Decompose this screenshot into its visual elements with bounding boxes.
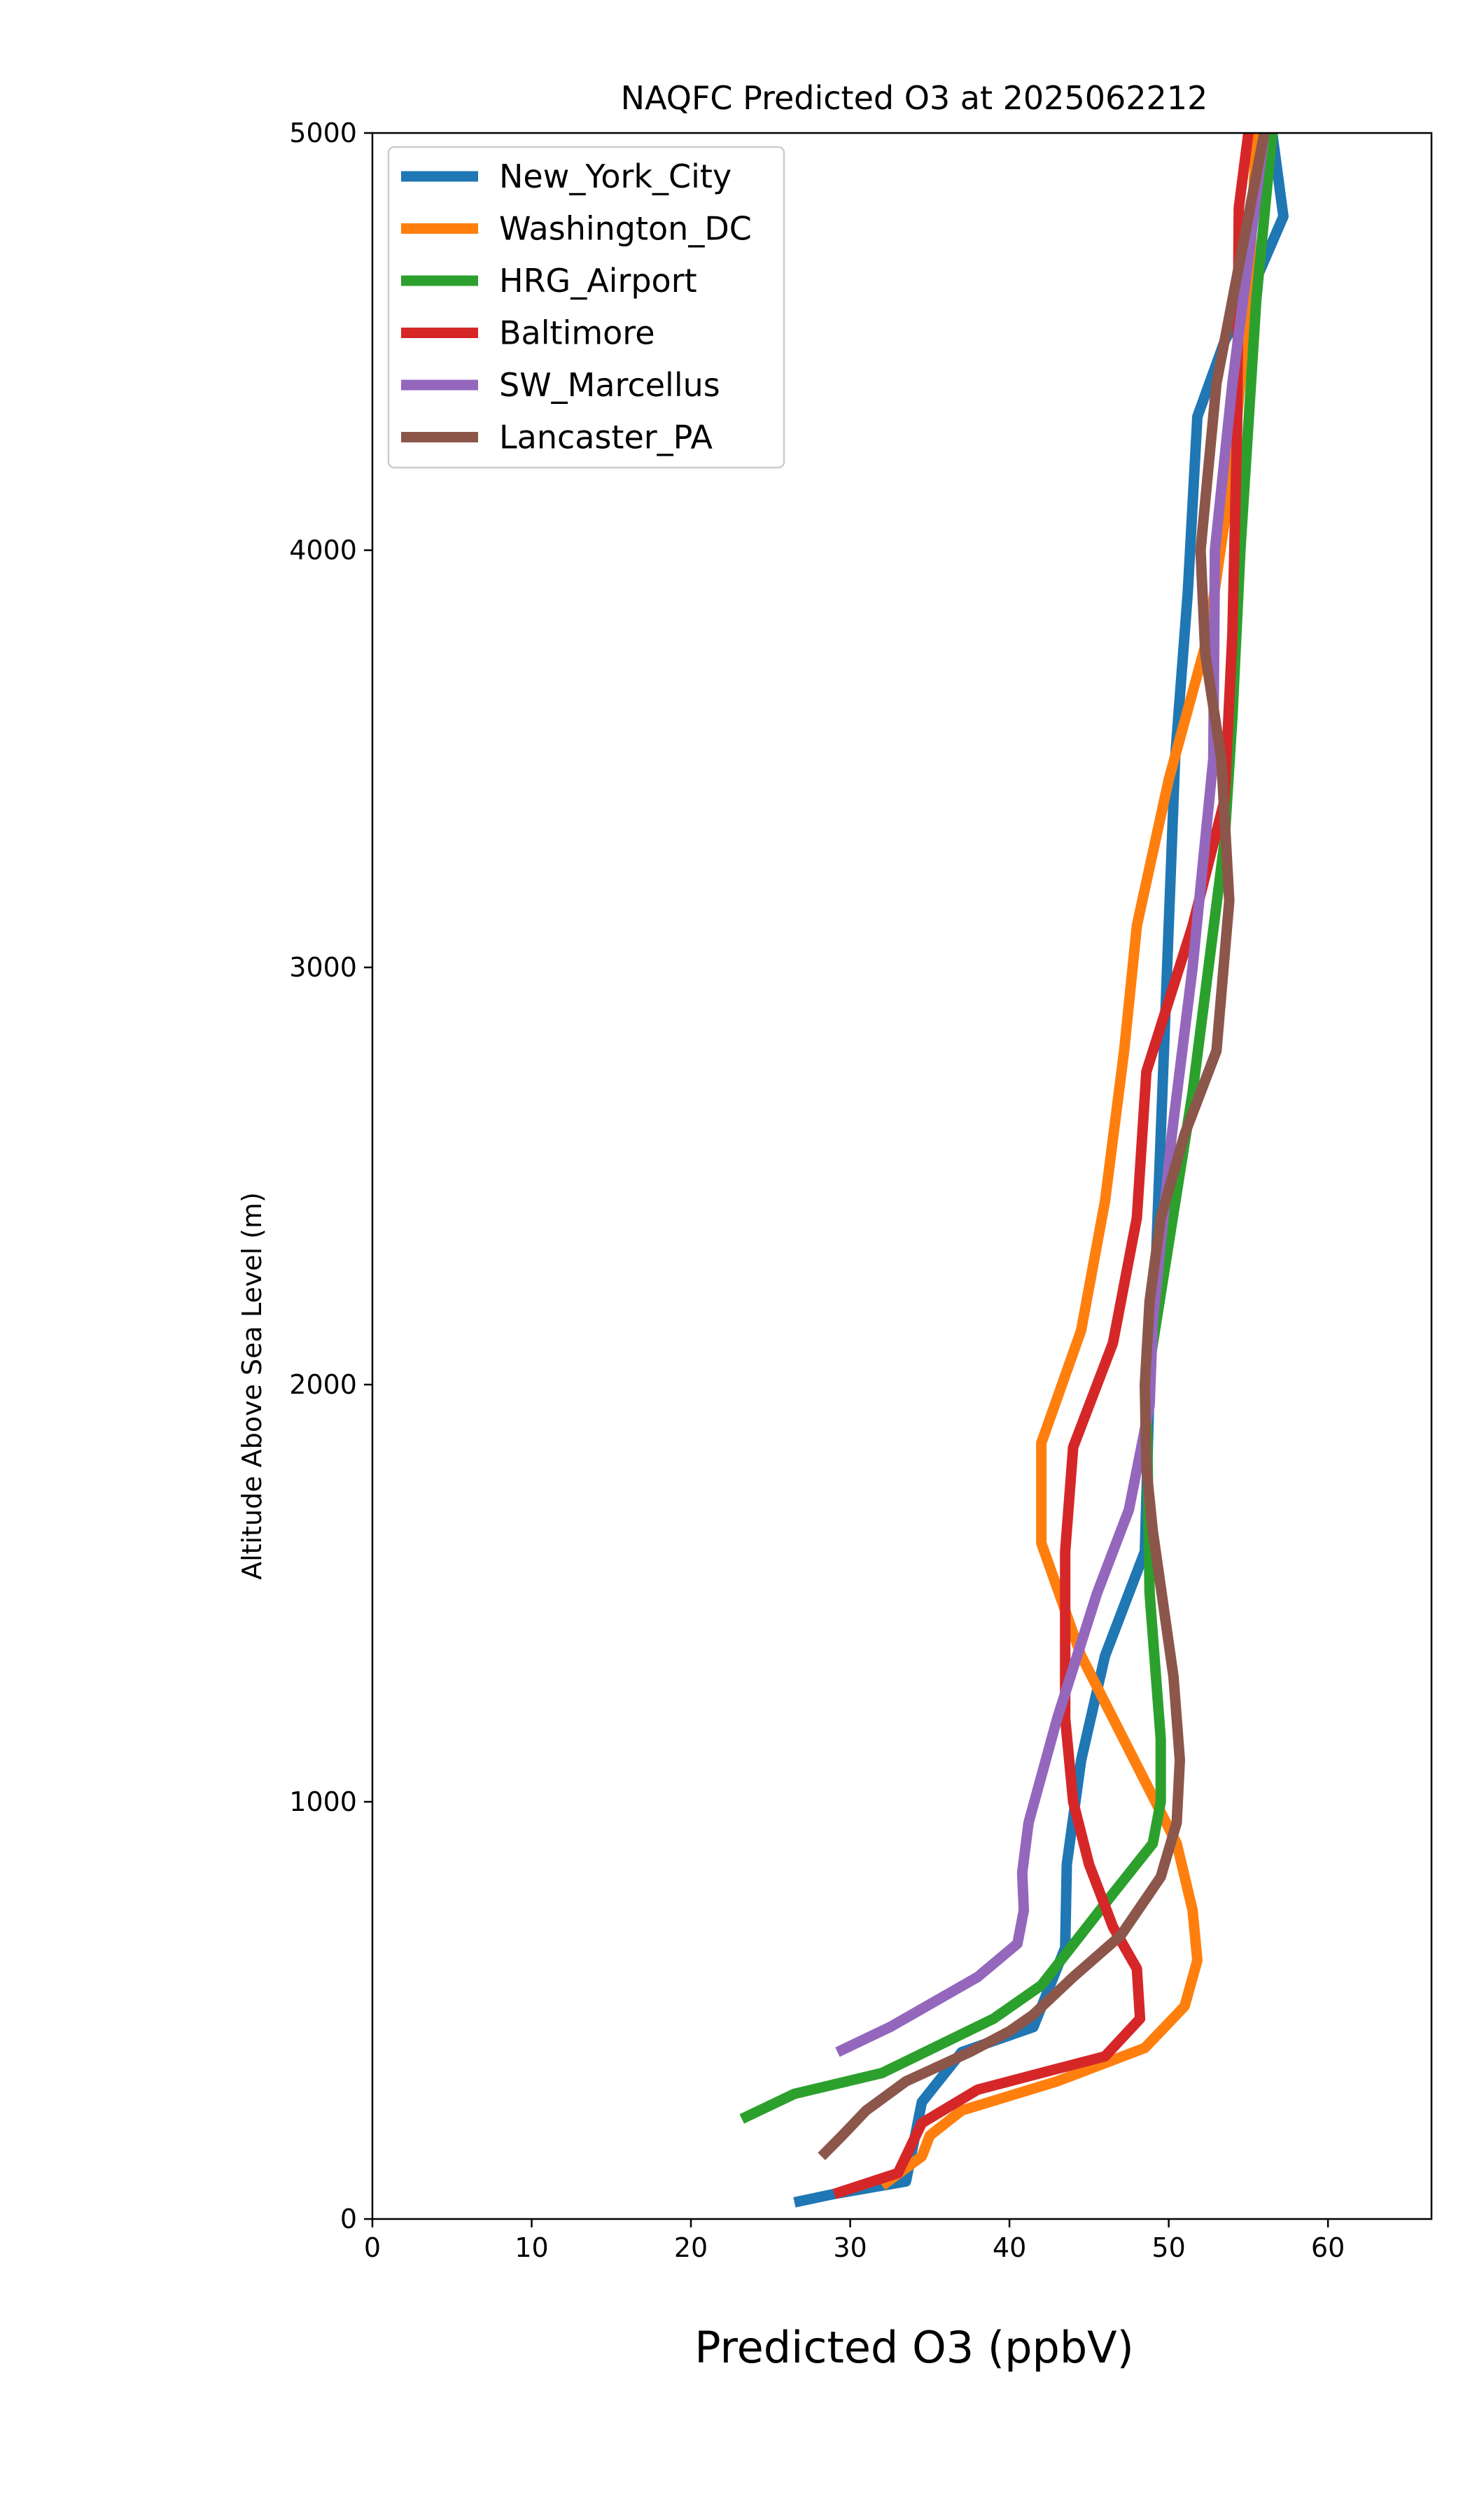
plot-area (739, 133, 1289, 2208)
x-tick-label: 10 (514, 2232, 548, 2263)
axes: 0 10 20 30 40 50 60 0 1000 2000 3000 4000 5000 (289, 118, 1433, 2263)
x-tick-label: 60 (1311, 2232, 1345, 2263)
legend-label-4: SW_Marcellus (499, 366, 720, 404)
legend-label-2: HRG_Airport (499, 262, 697, 300)
y-tick-label: 1000 (289, 1786, 357, 1817)
legend: New_York_City Washington_DC HRG_Airport Bal… (387, 146, 785, 469)
y-tick-label: 3000 (289, 952, 357, 983)
series-line-3 (832, 133, 1254, 2199)
plot-frame (371, 132, 1433, 2220)
legend-frame (387, 146, 785, 469)
series-line-1 (878, 133, 1262, 2190)
x-tick-label: 30 (833, 2232, 867, 2263)
series-line-4 (835, 133, 1270, 2057)
legend-label-5: Lancaster_PA (499, 419, 713, 456)
legend-label-0: New_York_City (499, 158, 732, 195)
series-lines (739, 133, 1289, 2208)
y-axis-label: Altitude Above Sea Level (m) (237, 1192, 267, 1580)
y-tick-label: 2000 (289, 1369, 357, 1400)
x-axis-label: Predicted O3 (ppbV) (694, 2322, 1134, 2373)
x-tick-label: 0 (364, 2232, 381, 2263)
y-tick-label: 0 (340, 2204, 357, 2234)
x-tick-label: 50 (1152, 2232, 1185, 2263)
x-tick-label: 40 (993, 2232, 1026, 2263)
legend-label-1: Washington_DC (499, 210, 752, 248)
x-tick-label: 20 (674, 2232, 708, 2263)
series-line-5 (818, 133, 1270, 2160)
y-tick-label: 5000 (289, 118, 357, 148)
y-tick-label: 4000 (289, 535, 357, 566)
legend-label-3: Baltimore (499, 314, 655, 352)
chart-title: NAQFC Predicted O3 at 2025062212 (621, 79, 1208, 117)
